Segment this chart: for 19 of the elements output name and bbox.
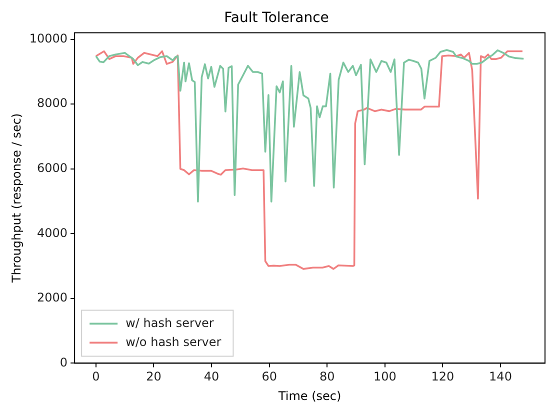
x-tick-label: 140 [489,370,512,384]
y-tick-label: 6000 [37,160,68,175]
y-tick-label: 0 [60,355,68,370]
x-tick-label: 20 [146,370,162,384]
x-tick-label: 40 [204,370,220,384]
chart-title: Fault Tolerance [224,10,329,26]
y-tick-label: 8000 [37,96,68,110]
x-tick-label: 0 [92,370,100,384]
x-axis-title: Time (sec) [277,388,342,403]
legend-label: w/o hash server [126,334,222,349]
x-tick-label: 60 [262,370,277,384]
x-tick-label: 100 [373,370,396,384]
x-tick-label: 80 [319,370,335,384]
x-tick-label: 120 [431,370,454,384]
y-tick-label: 10000 [29,31,68,46]
y-tick-label: 2000 [37,290,68,305]
y-tick-label: 4000 [37,226,68,240]
y-axis-title: Throughput (response / sec) [9,113,24,284]
legend-label: w/ hash server [126,316,214,330]
